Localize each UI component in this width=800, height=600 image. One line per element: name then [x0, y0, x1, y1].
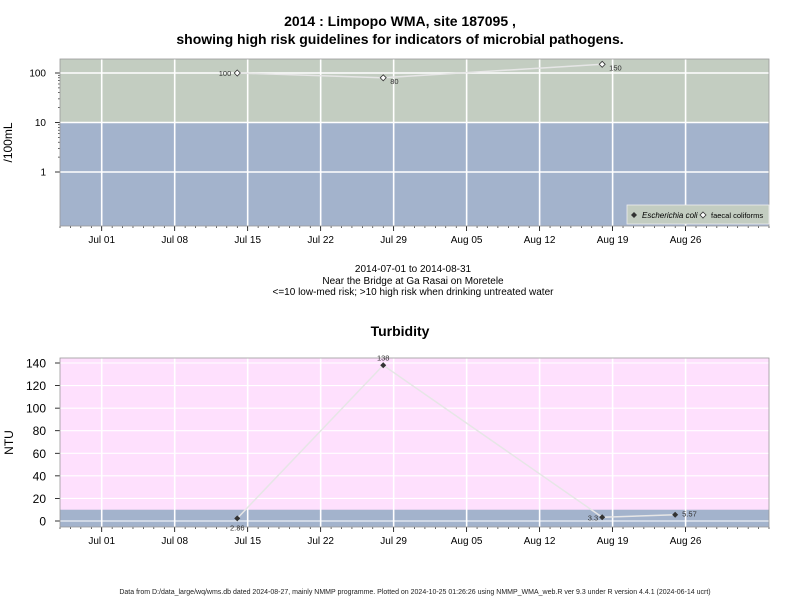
- guideline-description: <=10 low-med risk; >10 high risk when dr…: [272, 287, 554, 298]
- chart-title-line1: 2014 : Limpopo WMA, site 187095 ,: [284, 13, 516, 29]
- p2-ytick-label: 80: [33, 424, 47, 438]
- p2-data-label: 5.57: [682, 510, 697, 519]
- p2-ytick-label: 140: [26, 357, 46, 371]
- p1-xtick-label: Jul 08: [161, 235, 188, 246]
- p1-frame: [59, 58, 770, 227]
- p1-xtick-label: Jul 29: [380, 235, 407, 246]
- p1-data-label: 80: [390, 77, 398, 86]
- p2-data-point: [672, 511, 679, 518]
- turbidity-background: [60, 358, 769, 527]
- high-risk-band: [60, 59, 769, 123]
- p1-xtick-label: Jul 01: [88, 235, 115, 246]
- p2-ytick-label: 100: [26, 402, 46, 416]
- p2-xtick-label: Aug 05: [451, 536, 483, 547]
- p2-xtick-label: Jul 29: [380, 536, 407, 547]
- p2-data-label: 138: [377, 353, 390, 362]
- p1-xtick-label: Jul 15: [234, 235, 261, 246]
- p1-xtick-label: Aug 05: [451, 235, 483, 246]
- p1-data-point: [233, 69, 241, 77]
- p2-xtick-label: Aug 19: [597, 536, 629, 547]
- p2-xtick-label: Aug 26: [670, 536, 702, 547]
- p2-series-line: [236, 364, 676, 519]
- p2-data-point: [599, 514, 606, 521]
- p2-xtick-label: Jul 15: [234, 536, 261, 547]
- p1-xtick-label: Aug 12: [524, 235, 556, 246]
- p2-ylabel: NTU: [2, 430, 16, 455]
- p2-data-label: 3.3: [588, 513, 598, 522]
- p1-xtick-label: Aug 26: [670, 235, 702, 246]
- p1-data-point: [598, 60, 606, 68]
- p1-data-point: [379, 74, 387, 82]
- legend-marker-ecoli: [631, 212, 637, 218]
- p1-data-label: 100: [219, 69, 232, 78]
- p2-xtick-label: Jul 22: [307, 536, 334, 547]
- site-description: Near the Bridge at Ga Rasai on Moretele: [322, 276, 504, 287]
- p2-ytick-label: 40: [33, 469, 47, 483]
- date-range-text: 2014-07-01 to 2014-08-31: [354, 264, 472, 275]
- legend-label-faecal: faecal coliforms: [711, 211, 763, 220]
- p2-ytick-label: 20: [33, 492, 47, 506]
- p1-ylabel: /100mL: [1, 122, 15, 162]
- turbidity-low-band: [60, 509, 769, 527]
- p1-ytick-label: 10: [35, 118, 47, 129]
- legend-marker-faecal: [699, 211, 707, 219]
- p2-xtick-label: Aug 12: [524, 536, 556, 547]
- p2-data-label: 2.36: [230, 523, 245, 532]
- p2-ytick-label: 120: [26, 379, 46, 393]
- p2-data-point: [234, 515, 241, 522]
- p2-xtick-label: Jul 08: [161, 536, 188, 547]
- legend-box: [626, 204, 770, 225]
- p2-xtick-label: Jul 01: [88, 536, 115, 547]
- microbial-chart: 1 10 100 Jul 01 Jul 08 Jul 15 Jul 22 Jul 29 Aug …: [1, 58, 770, 246]
- p1-xtick-label: Jul 22: [307, 235, 334, 246]
- p2-ytick-label: 0: [39, 515, 46, 529]
- p1-ytick-label: 100: [29, 69, 46, 80]
- legend-label-ecoli: Escherichia coli: [642, 211, 698, 220]
- footer-note: Data from D:/data_large/wq/wms.db dated …: [119, 589, 711, 596]
- p2-frame: [59, 357, 770, 528]
- turbidity-title: Turbidity: [370, 323, 430, 339]
- chart-title-line2: showing high risk guidelines for indicat…: [176, 31, 624, 47]
- p2-data-point: [380, 362, 387, 369]
- p2-ytick-label: 60: [33, 447, 47, 461]
- p1-data-label: 150: [609, 63, 622, 72]
- p1-xtick-label: Aug 19: [597, 235, 629, 246]
- p1-ytick-label: 1: [40, 168, 46, 179]
